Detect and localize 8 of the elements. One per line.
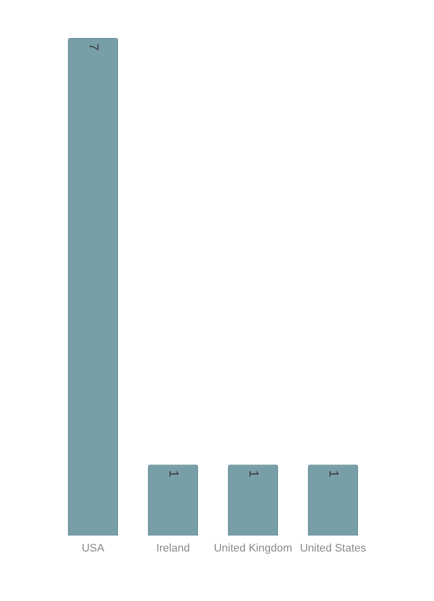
x-tick-label: Ireland <box>156 542 190 554</box>
x-tick-label: United States <box>300 542 367 554</box>
data-label: 1 <box>166 470 182 478</box>
data-label: 1 <box>246 470 262 478</box>
x-tick-label: USA <box>82 542 105 554</box>
data-label: 7 <box>86 43 102 51</box>
data-label: 1 <box>326 470 342 478</box>
x-tick-label: United Kingdom <box>214 542 292 554</box>
